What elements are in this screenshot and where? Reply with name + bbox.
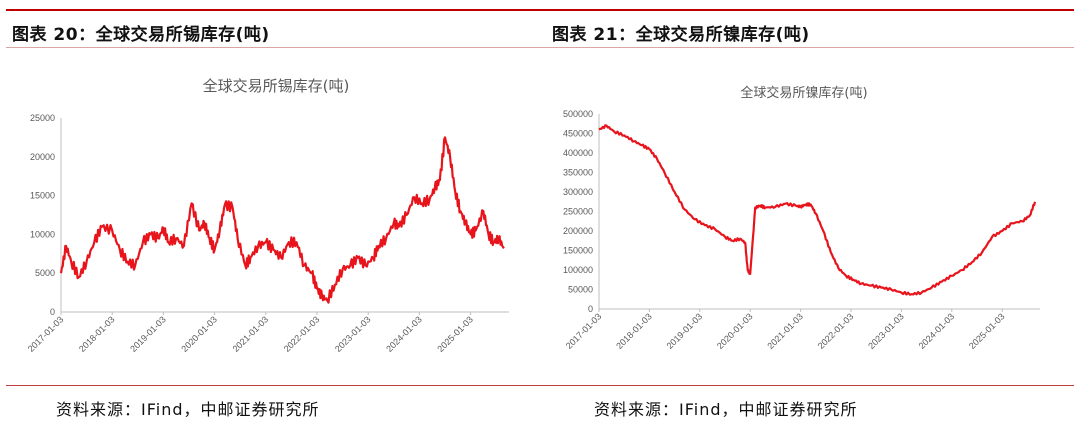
x-tick-label: 2018-01-03: [614, 311, 654, 351]
x-tick-label: 2024-01-03: [917, 311, 957, 351]
chart-title: 全球交易所锡库存(吨): [203, 77, 350, 95]
x-tick-label: 2022-01-03: [816, 311, 856, 351]
y-tick-label: 400000: [563, 148, 593, 158]
y-tick-label: 250000: [563, 207, 593, 217]
x-tick-label: 2024-01-03: [384, 314, 424, 354]
title-separator: [6, 47, 1074, 48]
y-tick-label: 10000: [30, 229, 55, 239]
y-tick-label: 100000: [563, 265, 593, 275]
x-tick-label: 2019-01-03: [665, 311, 705, 351]
y-tick-label: 300000: [563, 187, 593, 197]
y-tick-label: 15000: [30, 191, 55, 201]
x-tick-label: 2019-01-03: [128, 314, 168, 354]
x-tick-label: 2020-01-03: [715, 311, 755, 351]
y-tick-label: 450000: [563, 129, 593, 139]
y-tick-label: 0: [50, 307, 55, 317]
x-tick-label: 2022-01-03: [282, 314, 322, 354]
left-source-note: 资料来源：IFind，中邮证券研究所: [56, 400, 320, 419]
y-tick-label: 500000: [563, 109, 593, 119]
x-tick-label: 2023-01-03: [866, 311, 906, 351]
x-tick-label: 2023-01-03: [333, 314, 373, 354]
left-figure-title: 图表 20：全球交易所锡库存(吨): [12, 25, 270, 45]
y-tick-label: 50000: [568, 285, 593, 295]
chart-title: 全球交易所镍库存(吨): [740, 85, 867, 101]
y-tick-label: 150000: [563, 246, 593, 256]
right-figure-title: 图表 21：全球交易所镍库存(吨): [552, 25, 810, 45]
x-tick-label: 2021-01-03: [231, 314, 271, 354]
x-tick-label: 2017-01-03: [26, 314, 66, 354]
top-red-rule: [6, 9, 1074, 11]
inventory-series-line: [598, 124, 1037, 296]
source-separator: [6, 385, 1074, 386]
tin-inventory-chart: 全球交易所锡库存(吨) 0 5000 10000 15000 20000 25000 2017…: [26, 77, 509, 354]
y-tick-label: 350000: [563, 168, 593, 178]
right-source-note: 资料来源：IFind，中邮证券研究所: [594, 400, 858, 419]
x-tick-label: 2020-01-03: [179, 314, 219, 354]
nickel-inventory-chart: 全球交易所镍库存(吨) 0 50000 100000 150000 200000 25000…: [563, 85, 1040, 351]
x-tick-label: 2021-01-03: [765, 311, 805, 351]
y-tick-label: 0: [588, 304, 593, 314]
x-tick-label: 2025-01-03: [435, 314, 475, 354]
y-tick-label: 5000: [35, 268, 55, 278]
y-tick-label: 20000: [30, 152, 55, 162]
x-tick-label: 2018-01-03: [77, 314, 117, 354]
y-tick-label: 25000: [30, 113, 55, 123]
x-tick-label: 2017-01-03: [564, 311, 604, 351]
inventory-series-line: [59, 136, 505, 304]
y-tick-label: 200000: [563, 226, 593, 236]
x-tick-label: 2025-01-03: [967, 311, 1007, 351]
